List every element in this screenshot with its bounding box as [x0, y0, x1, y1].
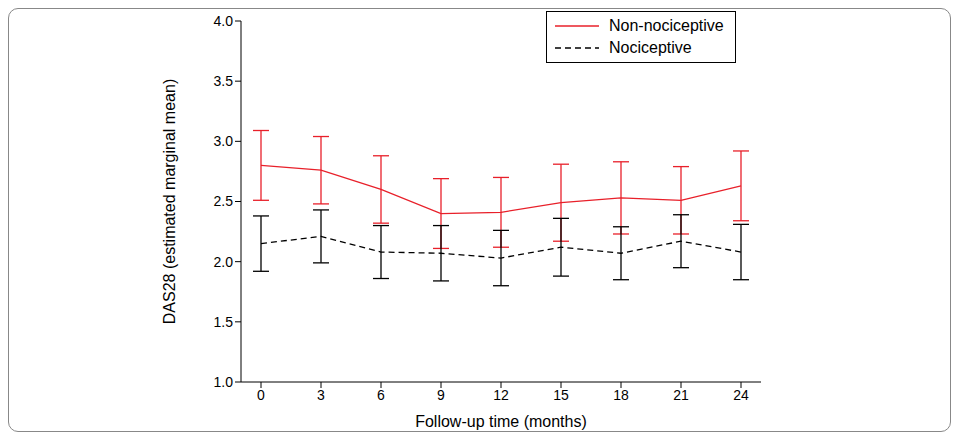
- svg-text:2.5: 2.5: [214, 193, 234, 209]
- svg-text:3.5: 3.5: [214, 73, 234, 89]
- svg-text:12: 12: [493, 387, 509, 403]
- svg-text:15: 15: [553, 387, 569, 403]
- html-text:Nociceptive: Nociceptive: [609, 39, 692, 56]
- svg-text:1.5: 1.5: [214, 314, 234, 330]
- svg-text:DAS28 (estimated marginal mean: DAS28 (estimated marginal mean): [161, 79, 178, 324]
- svg-text:24: 24: [733, 387, 749, 403]
- svg-text:3: 3: [317, 387, 325, 403]
- svg-text:6: 6: [377, 387, 385, 403]
- html-text:Non-nociceptive: Non-nociceptive: [609, 17, 724, 34]
- svg-text:2.0: 2.0: [214, 254, 234, 270]
- svg-text:9: 9: [437, 387, 445, 403]
- svg-text:4.0: 4.0: [214, 13, 234, 29]
- svg-text:0: 0: [257, 387, 265, 403]
- svg-text:21: 21: [673, 387, 689, 403]
- svg-text:3.0: 3.0: [214, 133, 234, 149]
- svg-text:1.0: 1.0: [214, 374, 234, 390]
- svg-text:Follow-up time (months): Follow-up time (months): [415, 413, 587, 430]
- svg-text:18: 18: [613, 387, 629, 403]
